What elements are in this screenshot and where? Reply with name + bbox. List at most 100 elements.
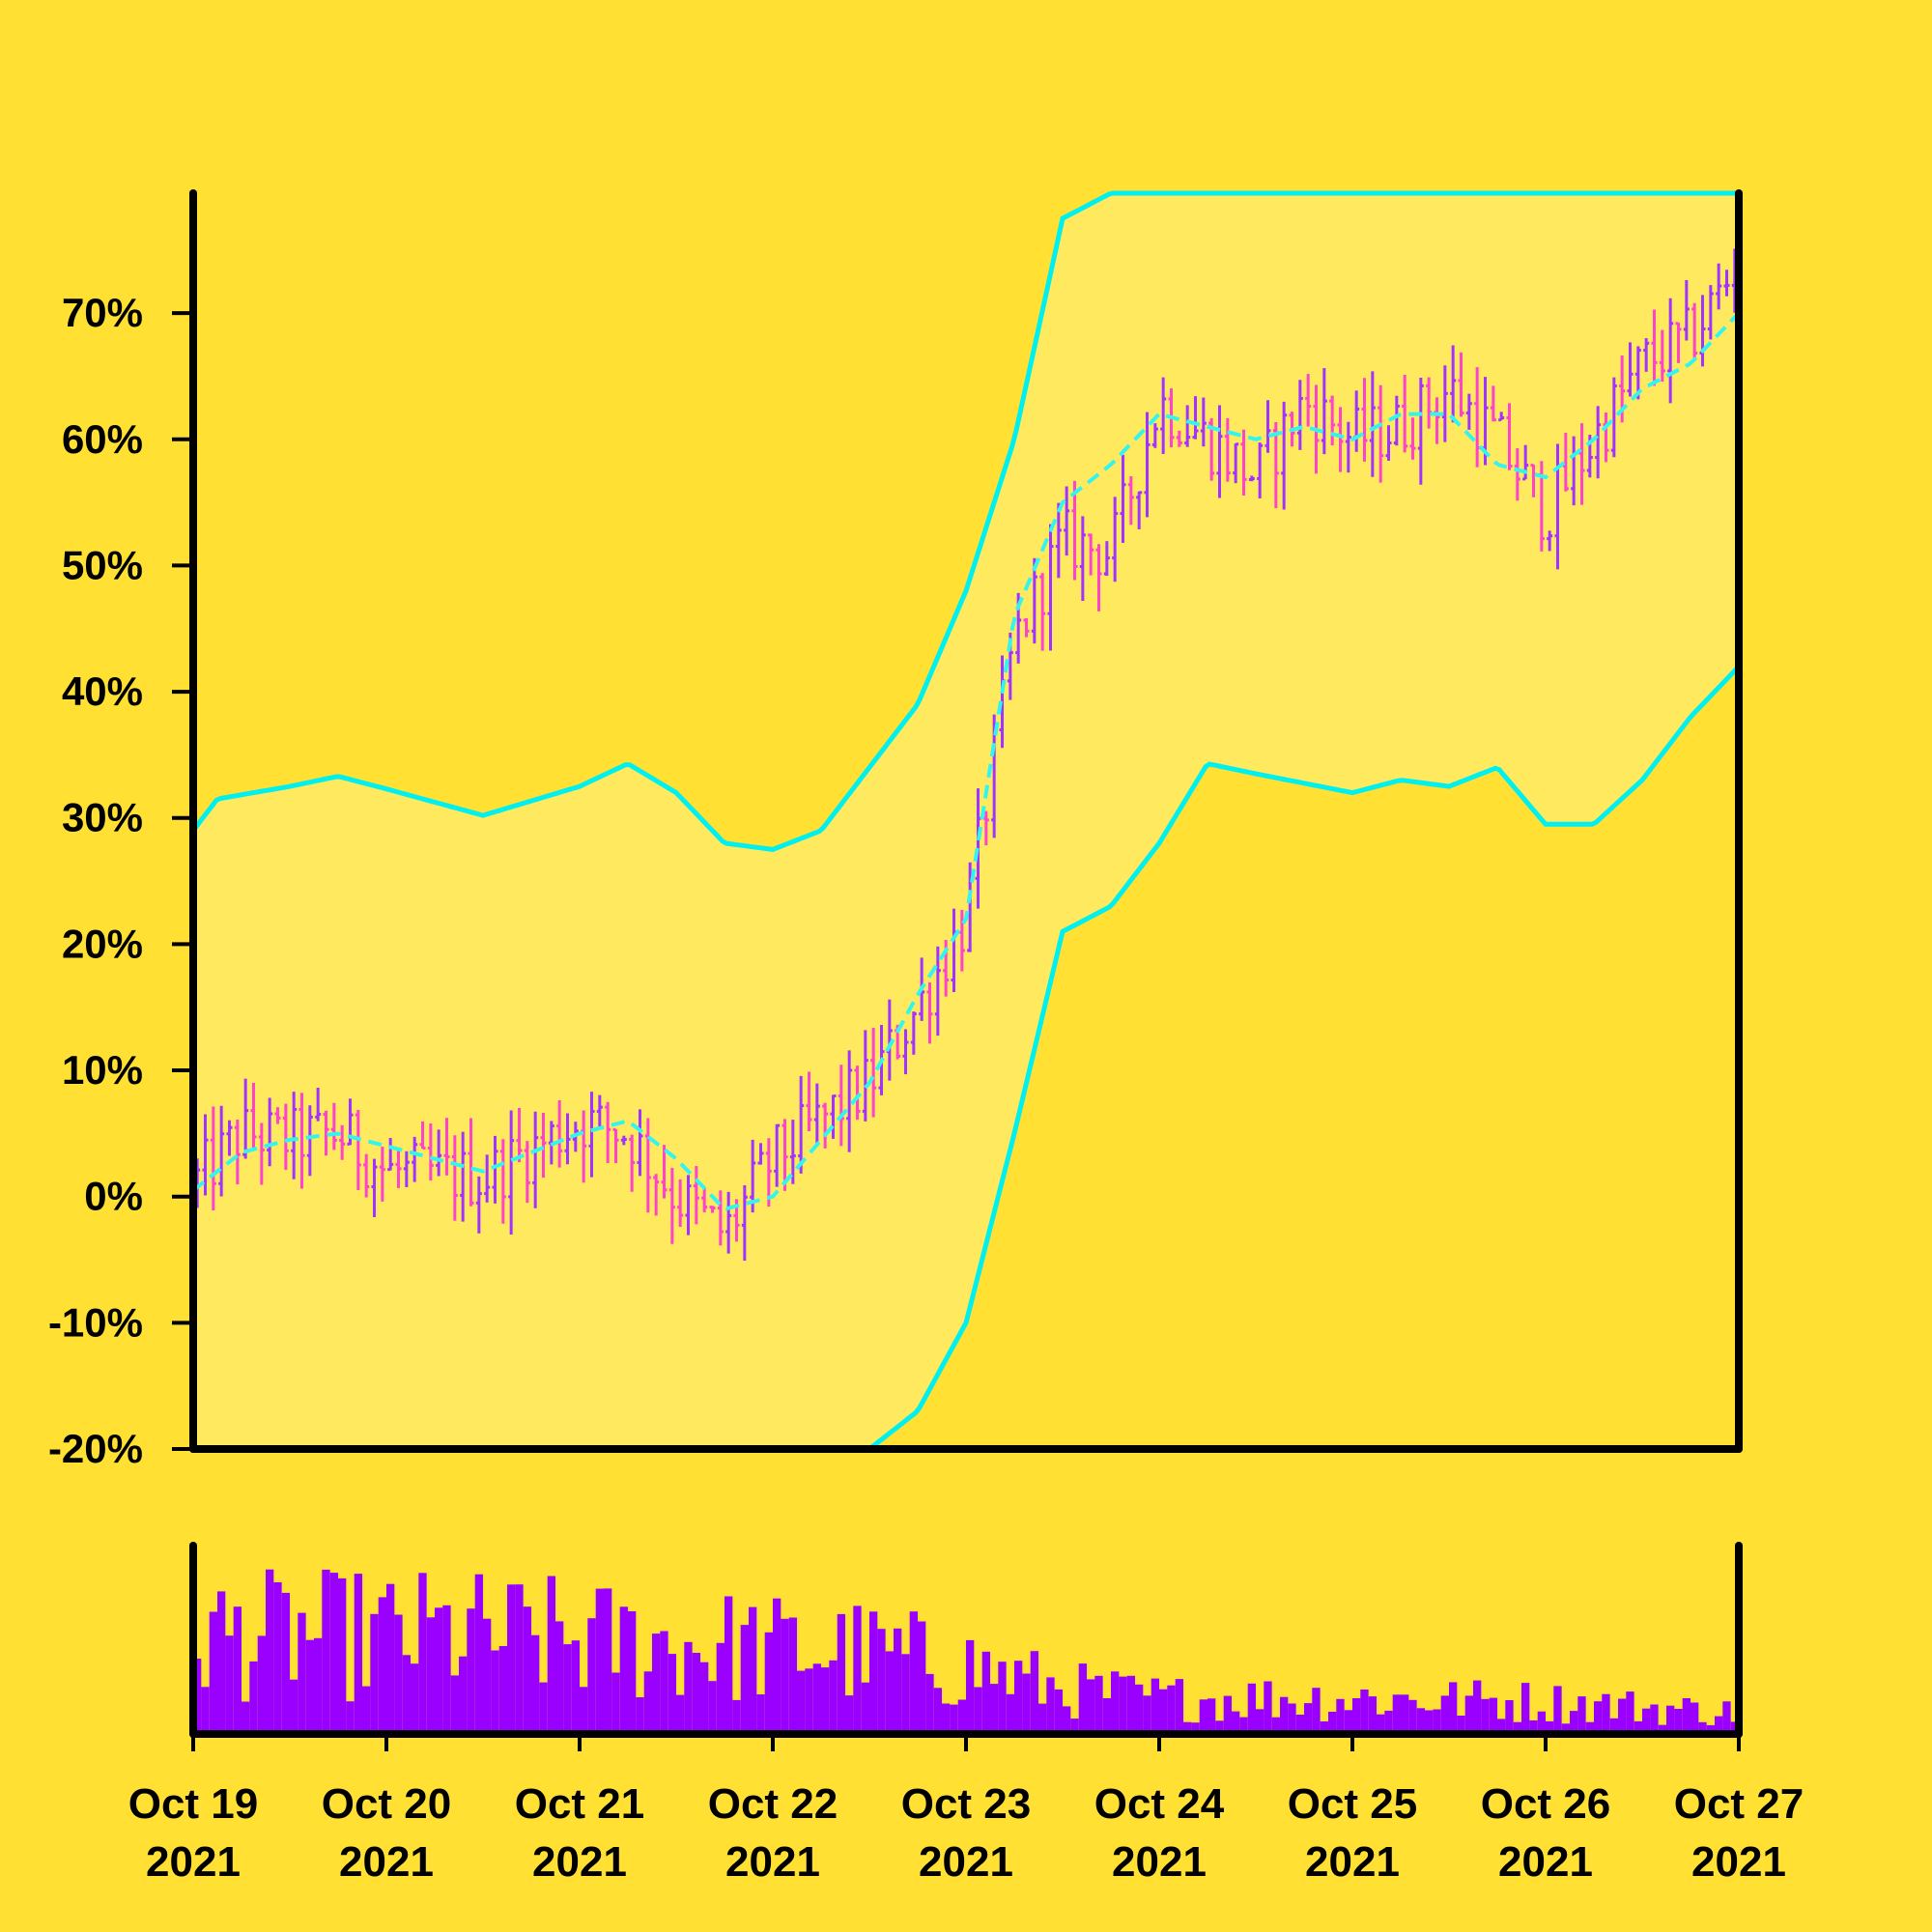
candle [757,1143,764,1165]
candle [379,1147,385,1202]
volume-bar [249,1661,258,1734]
candle [1103,541,1110,577]
candle [612,1127,619,1164]
volume-bar [1513,1721,1522,1734]
candle [1039,573,1046,651]
candle [870,1028,877,1118]
candle [725,1191,732,1254]
x-tick-label-year: 2021 [339,1838,434,1886]
volume-bar [749,1606,757,1734]
candle [1112,497,1119,582]
volume-bar [1666,1705,1675,1734]
moving-average [191,311,1741,1211]
volume-bar [1609,1718,1619,1734]
candle [854,1065,861,1121]
volume-bar [1570,1711,1578,1734]
volume-bar [1183,1721,1192,1734]
volume-bar [329,1573,339,1734]
candle [934,946,941,1037]
volume-bar [1464,1695,1474,1734]
volume-bar [845,1695,854,1734]
volume-bar [1239,1717,1248,1734]
volume-bar [1715,1716,1723,1734]
volume-bar [1344,1710,1353,1734]
candle [451,1135,458,1221]
band-upper-line [191,190,1739,852]
volume-bar [1497,1719,1506,1734]
candle [403,1151,410,1187]
candle [1465,393,1472,430]
candle [443,1118,450,1176]
candle [668,1167,675,1244]
ohlc-candles [194,248,1738,1261]
candle [1071,480,1078,581]
volume-bar [1352,1698,1361,1734]
volume-bar [853,1605,862,1734]
candle [202,1114,209,1196]
candle [1305,374,1312,427]
volume-bar [266,1569,274,1734]
candle [1248,475,1255,482]
volume-bar [1175,1679,1184,1734]
volume-bar [338,1577,347,1734]
volume-bar [1546,1720,1554,1734]
candle [798,1075,805,1174]
candle [1240,429,1247,497]
candle [412,1136,418,1182]
volume-bar [700,1662,709,1734]
candle [1233,442,1239,484]
volume-bar [668,1654,677,1734]
candle [1079,516,1086,602]
volume-bar [1722,1701,1731,1734]
volume-bar [692,1653,701,1734]
volume-bar [805,1668,813,1734]
volume-bar [1690,1702,1699,1734]
volume-bar [346,1701,355,1734]
candle [395,1147,402,1188]
candle [1088,533,1094,576]
volume-bar [1634,1720,1643,1734]
volume-bar [861,1682,870,1734]
volume-bar [732,1699,741,1734]
volume-bar [1425,1710,1434,1734]
volume-bar [1022,1673,1031,1734]
candle [330,1102,337,1151]
volume-bar [491,1650,499,1734]
candle [1514,448,1520,501]
candle [419,1121,426,1150]
volume-bar [1280,1696,1289,1734]
volume-bar [1489,1697,1498,1734]
candle [1643,338,1650,372]
candle [267,1097,273,1167]
candle [1192,396,1199,440]
volume-bar [1078,1663,1088,1734]
candle [926,982,933,1044]
volume-bar [1642,1708,1651,1734]
volume-bar [652,1634,661,1734]
candle [1144,412,1151,518]
candle [1651,309,1658,386]
candle [250,1082,257,1151]
volume-bar [314,1637,323,1734]
volume-bar [812,1663,822,1734]
volume-bar [1553,1686,1562,1734]
volume-bar [1650,1704,1659,1734]
candle [556,1100,563,1168]
candle [1402,374,1408,453]
volume-bar [611,1672,620,1734]
candle [1272,421,1279,508]
candle [1723,270,1730,297]
y-tick-label: 70% [62,290,143,335]
volume-bar [1167,1685,1176,1734]
candle [282,1103,289,1171]
x-tick-label-date: Oct 26 [1481,1780,1611,1828]
volume-bar [1730,1721,1740,1734]
volume-bar [580,1687,588,1734]
volume-bar [981,1651,991,1734]
candle [1667,298,1674,404]
candle [644,1118,651,1213]
x-tick-label-date: Oct 24 [1094,1780,1225,1828]
volume-bar [974,1687,982,1734]
candle [1151,423,1158,448]
volume-bar [418,1573,427,1734]
